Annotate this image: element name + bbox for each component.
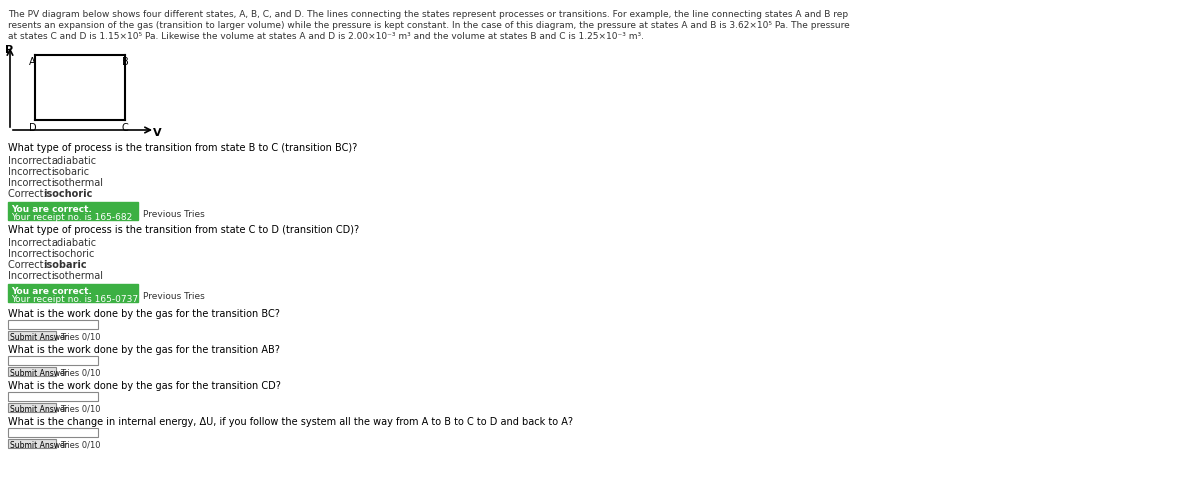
- Text: What is the work done by the gas for the transition AB?: What is the work done by the gas for the…: [8, 345, 280, 355]
- Text: isochoric: isochoric: [43, 189, 92, 199]
- Text: P: P: [5, 45, 13, 55]
- Text: The PV diagram below shows four different states, A, B, C, and D. The lines conn: The PV diagram below shows four differen…: [8, 10, 848, 19]
- Text: isochoric: isochoric: [50, 249, 95, 259]
- Text: D: D: [29, 123, 37, 133]
- Text: Tries 0/10: Tries 0/10: [60, 368, 101, 378]
- Text: Your receipt no. is 165-682: Your receipt no. is 165-682: [11, 213, 132, 222]
- Text: Previous Tries: Previous Tries: [143, 292, 205, 301]
- Text: Submit Answer: Submit Answer: [10, 368, 68, 378]
- Text: V: V: [154, 128, 162, 138]
- Text: A: A: [29, 57, 36, 67]
- Text: What type of process is the transition from state B to C (transition BC)?: What type of process is the transition f…: [8, 143, 358, 153]
- Text: isothermal: isothermal: [50, 178, 103, 188]
- Text: isothermal: isothermal: [50, 271, 103, 281]
- Text: Tries 0/10: Tries 0/10: [60, 332, 101, 342]
- Text: Incorrect:: Incorrect:: [8, 167, 58, 177]
- Text: You are correct.: You are correct.: [11, 205, 92, 214]
- Text: Previous Tries: Previous Tries: [143, 210, 205, 219]
- Text: You are correct.: You are correct.: [11, 287, 92, 296]
- Text: Incorrect:: Incorrect:: [8, 156, 58, 166]
- Bar: [8, 403, 56, 412]
- Text: isobaric: isobaric: [43, 260, 86, 270]
- Bar: [8, 320, 98, 329]
- Text: Incorrect:: Incorrect:: [8, 271, 58, 281]
- Text: Correct:: Correct:: [8, 260, 50, 270]
- Text: Incorrect:: Incorrect:: [8, 178, 58, 188]
- Bar: [8, 356, 98, 365]
- Text: adiabatic: adiabatic: [50, 238, 96, 248]
- Text: B: B: [122, 57, 128, 67]
- Text: Your receipt no. is 165-0737: Your receipt no. is 165-0737: [11, 295, 138, 304]
- Text: Submit Answer: Submit Answer: [10, 404, 68, 414]
- Text: What is the work done by the gas for the transition CD?: What is the work done by the gas for the…: [8, 381, 281, 391]
- Text: Incorrect:: Incorrect:: [8, 238, 58, 248]
- Bar: [8, 428, 98, 437]
- Text: Correct:: Correct:: [8, 189, 50, 199]
- Text: adiabatic: adiabatic: [50, 156, 96, 166]
- Text: resents an expansion of the gas (transition to larger volume) while the pressure: resents an expansion of the gas (transit…: [8, 21, 850, 30]
- Text: Submit Answer: Submit Answer: [10, 440, 68, 450]
- Bar: [8, 284, 138, 302]
- Text: What is the change in internal energy, ΔU, if you follow the system all the way : What is the change in internal energy, Δ…: [8, 417, 574, 427]
- Text: isobaric: isobaric: [50, 167, 89, 177]
- Bar: [8, 331, 56, 340]
- Text: at states C and D is 1.15×10⁵ Pa. Likewise the volume at states A and D is 2.00×: at states C and D is 1.15×10⁵ Pa. Likewi…: [8, 32, 644, 41]
- Bar: [8, 392, 98, 401]
- Text: What is the work done by the gas for the transition BC?: What is the work done by the gas for the…: [8, 309, 280, 319]
- Bar: [8, 202, 138, 220]
- Text: C: C: [122, 123, 128, 133]
- Bar: [8, 439, 56, 448]
- Text: Tries 0/10: Tries 0/10: [60, 404, 101, 414]
- Text: Tries 0/10: Tries 0/10: [60, 440, 101, 450]
- Text: Incorrect:: Incorrect:: [8, 249, 58, 259]
- Text: What type of process is the transition from state C to D (transition CD)?: What type of process is the transition f…: [8, 225, 359, 235]
- Bar: [8, 367, 56, 376]
- Text: Submit Answer: Submit Answer: [10, 332, 68, 342]
